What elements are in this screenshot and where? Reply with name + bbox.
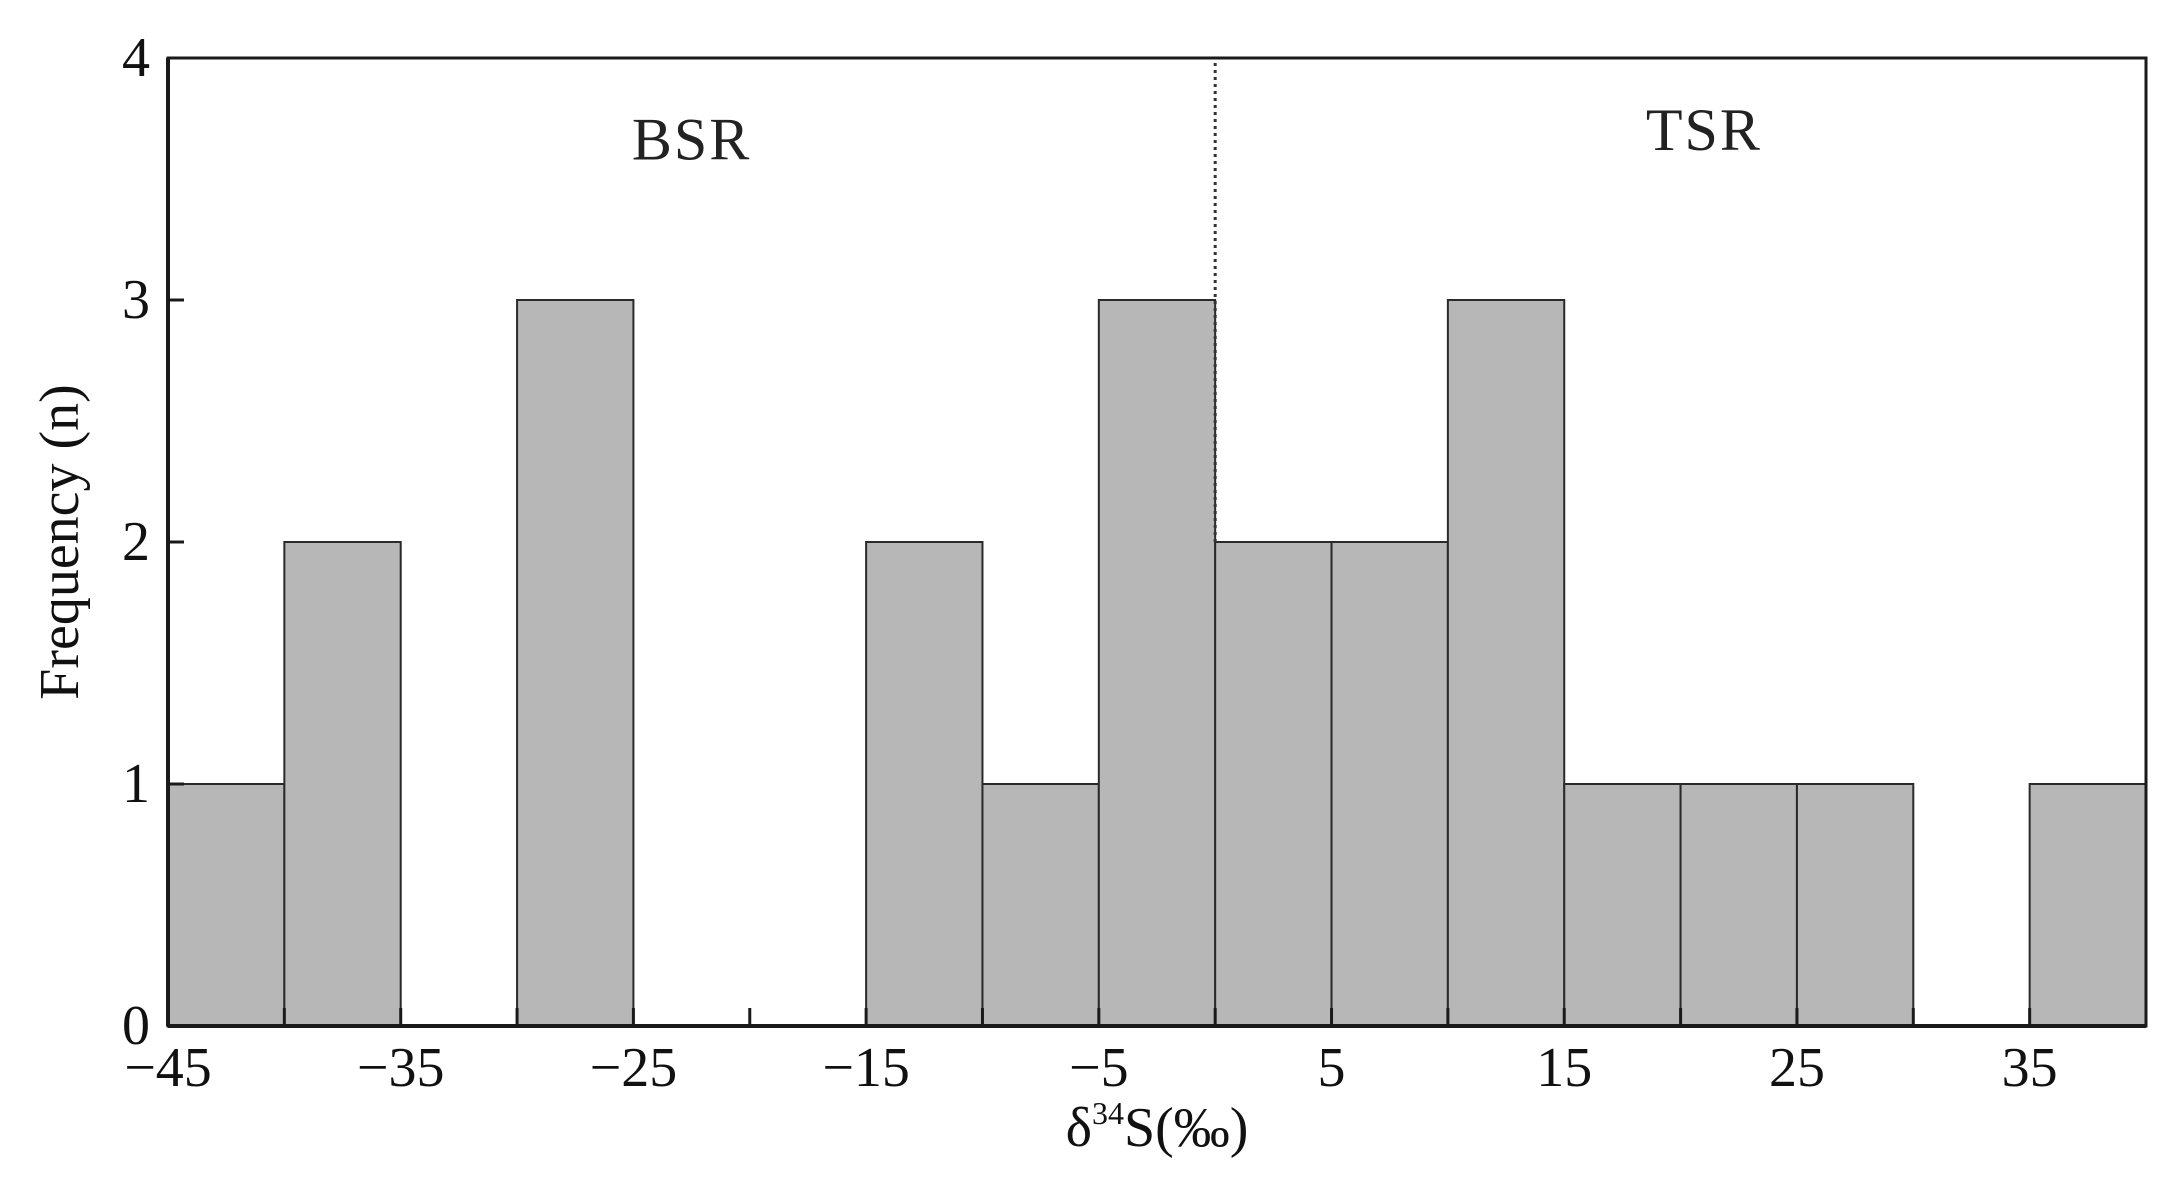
- histogram-bar: [283, 541, 402, 1027]
- x-axis-title-suffix: S(‰): [1124, 1097, 1248, 1159]
- histogram-bar: [516, 299, 635, 1027]
- x-tick-label: −25: [590, 1037, 678, 1099]
- histogram-bar: [167, 783, 286, 1027]
- x-axis-title-prefix: δ: [1066, 1097, 1092, 1159]
- x-tick-label: 15: [1536, 1037, 1592, 1099]
- x-axis-title: δ34S(‰): [1066, 1095, 1249, 1159]
- x-tick-label: 35: [2002, 1037, 2058, 1099]
- y-tick-label: 3: [122, 269, 150, 331]
- x-tick-label: −15: [822, 1037, 910, 1099]
- y-tick-label: 2: [122, 511, 150, 573]
- histogram-bars: [167, 299, 2148, 1027]
- histogram-bar: [1563, 783, 1682, 1027]
- x-tick-label: −5: [1069, 1037, 1129, 1099]
- histogram-bar: [1097, 299, 1217, 1027]
- histogram-bar: [1446, 299, 1566, 1027]
- y-axis-title: Frequency (n): [29, 384, 91, 700]
- y-tick-label: 0: [122, 995, 150, 1057]
- region-label-tsr: TSR: [1646, 97, 1762, 163]
- histogram-bar: [1679, 783, 1798, 1027]
- region-label-bsr: BSR: [632, 107, 751, 173]
- histogram-bar: [981, 783, 1100, 1027]
- histogram-bar: [1795, 783, 1915, 1027]
- histogram-bar: [865, 541, 984, 1027]
- histogram-bar: [1214, 541, 1333, 1027]
- y-axis-ticks: 0 1 2 3 4: [122, 27, 184, 1057]
- histogram-bar: [2028, 783, 2148, 1027]
- x-axis-title-superscript: 34: [1092, 1095, 1124, 1131]
- x-tick-label: −35: [357, 1037, 445, 1099]
- histogram-bar: [1330, 541, 1449, 1027]
- x-tick-label: −45: [124, 1037, 212, 1099]
- x-tick-label: 5: [1318, 1037, 1346, 1099]
- x-axis-ticks: −45 −35 −25 −15 −5 5 15 25 35: [124, 1008, 2148, 1099]
- y-tick-label: 4: [122, 27, 150, 89]
- x-tick-label: 25: [1769, 1037, 1825, 1099]
- y-tick-label: 1: [122, 753, 150, 815]
- region-labels: BSR TSR: [632, 97, 1762, 173]
